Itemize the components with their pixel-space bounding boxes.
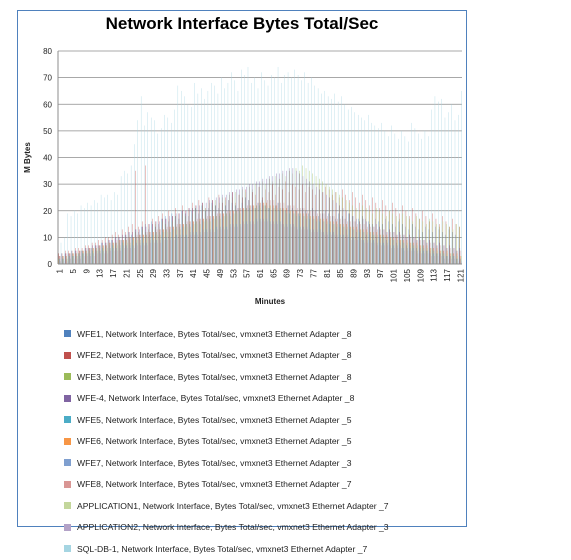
legend-swatch	[64, 352, 71, 359]
y-tick-label: 20	[43, 207, 52, 216]
legend-swatch	[64, 502, 71, 509]
chart-bars	[58, 67, 462, 264]
legend-entry: WFE3, Network Interface, Bytes Total/sec…	[64, 366, 464, 388]
legend-entry: WFE-4, Network Interface, Bytes Total/se…	[64, 388, 464, 410]
y-axis-title: M Bytes	[23, 142, 32, 173]
legend-entry: WFE2, Network Interface, Bytes Total/sec…	[64, 345, 464, 367]
legend-swatch	[64, 524, 71, 531]
legend-label: WFE1, Network Interface, Bytes Total/sec…	[77, 329, 352, 339]
x-tick-label: 9	[82, 268, 91, 273]
legend-label: SQL-DB-1, Network Interface, Bytes Total…	[77, 544, 367, 554]
legend-entry: APPLICATION1, Network Interface, Bytes T…	[64, 495, 464, 517]
y-tick-label: 70	[43, 74, 52, 83]
legend-label: APPLICATION2, Network Interface, Bytes T…	[77, 522, 389, 532]
y-tick-label: 50	[43, 127, 52, 136]
x-tick-label: 121	[456, 268, 465, 282]
x-tick-label: 25	[136, 268, 145, 277]
x-tick-label: 53	[229, 268, 238, 277]
y-tick-labels: 0 10 20 30 40 50 60 70 80	[43, 47, 52, 269]
legend-entry: WFE1, Network Interface, Bytes Total/sec…	[64, 323, 464, 345]
x-tick-label: 5	[69, 268, 78, 273]
legend-swatch	[64, 438, 71, 445]
x-tick-label: 17	[109, 268, 118, 277]
x-axis-title: Minutes	[255, 297, 286, 306]
y-tick-label: 10	[43, 233, 52, 242]
legend-swatch	[64, 545, 71, 552]
x-tick-label: 113	[430, 268, 439, 281]
legend-label: WFE-4, Network Interface, Bytes Total/se…	[77, 393, 354, 403]
y-tick-label: 80	[43, 47, 52, 56]
legend-swatch	[64, 459, 71, 466]
legend-entry: WFE5, Network Interface, Bytes Total/sec…	[64, 409, 464, 431]
y-tick-label: 30	[43, 180, 52, 189]
x-tick-label: 101	[390, 268, 399, 282]
y-tick-label: 40	[43, 154, 52, 163]
legend-entry: WFE6, Network Interface, Bytes Total/sec…	[64, 431, 464, 453]
legend-swatch	[64, 416, 71, 423]
legend-label: WFE3, Network Interface, Bytes Total/sec…	[77, 372, 352, 382]
x-tick-label: 29	[149, 268, 158, 277]
y-tick-label: 60	[43, 100, 52, 109]
x-tick-label: 81	[323, 268, 332, 277]
x-tick-label: 21	[122, 268, 131, 277]
legend-label: APPLICATION1, Network Interface, Bytes T…	[77, 501, 389, 511]
legend-swatch	[64, 330, 71, 337]
x-tick-label: 93	[363, 268, 372, 277]
x-tick-label: 57	[243, 268, 252, 277]
legend-entry: WFE7, Network Interface, Bytes Total/sec…	[64, 452, 464, 474]
x-tick-label: 37	[176, 268, 185, 277]
x-tick-label: 65	[269, 268, 278, 277]
legend-swatch	[64, 481, 71, 488]
legend-entry: SQL-DB-1, Network Interface, Bytes Total…	[64, 538, 464, 560]
x-tick-label: 13	[96, 268, 105, 277]
legend-label: WFE2, Network Interface, Bytes Total/sec…	[77, 350, 352, 360]
legend-entry: APPLICATION2, Network Interface, Bytes T…	[64, 517, 464, 539]
legend-label: WFE8, Network Interface, Bytes Total/sec…	[77, 479, 352, 489]
x-tick-label: 117	[443, 268, 452, 281]
x-tick-label: 73	[296, 268, 305, 277]
x-tick-label: 97	[376, 268, 385, 277]
legend-label: WFE5, Network Interface, Bytes Total/sec…	[77, 415, 352, 425]
x-tick-label: 77	[309, 268, 318, 277]
x-tick-label: 33	[163, 268, 172, 277]
x-tick-label: 1	[56, 268, 65, 273]
x-tick-label: 49	[216, 268, 225, 277]
legend: WFE1, Network Interface, Bytes Total/sec…	[64, 323, 464, 560]
x-tick-label: 45	[203, 268, 212, 277]
x-tick-label: 105	[403, 268, 412, 282]
legend-label: WFE7, Network Interface, Bytes Total/sec…	[77, 458, 352, 468]
legend-label: WFE6, Network Interface, Bytes Total/sec…	[77, 436, 352, 446]
legend-swatch	[64, 373, 71, 380]
x-tick-label: 109	[416, 268, 425, 282]
x-tick-label: 41	[189, 268, 198, 277]
y-tick-label: 0	[48, 260, 53, 269]
x-tick-label: 61	[256, 268, 265, 277]
legend-swatch	[64, 395, 71, 402]
x-tick-label: 85	[336, 268, 345, 277]
x-tick-label: 69	[283, 268, 292, 277]
legend-entry: WFE8, Network Interface, Bytes Total/sec…	[64, 474, 464, 496]
x-tick-label: 89	[349, 268, 358, 277]
